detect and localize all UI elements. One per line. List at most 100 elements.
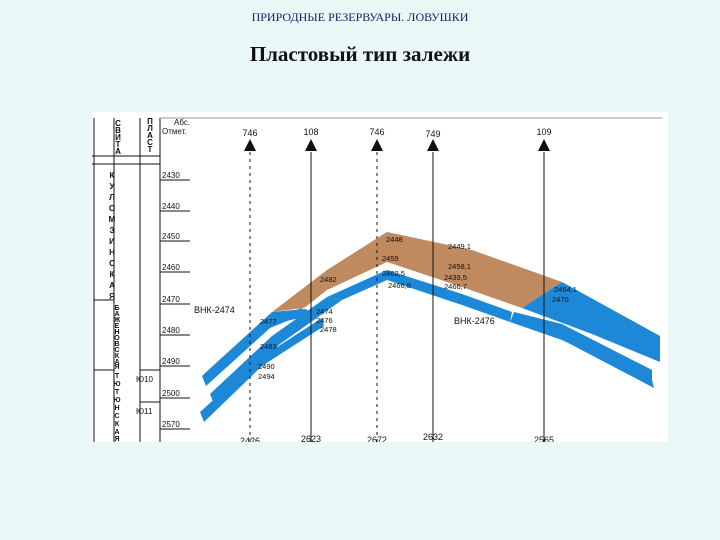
well-depth-bottom-3: 2632 <box>423 432 443 442</box>
suite3-letter-1: Ю <box>113 381 120 388</box>
suite3-letter-2: Т <box>115 389 120 396</box>
depth-tick-2430: 2430 <box>162 171 180 180</box>
suite2-letter-7: С <box>114 347 119 354</box>
depth-tick-2440: 2440 <box>162 202 180 211</box>
water-zone-mid <box>327 270 512 322</box>
water-zone-strip-right <box>572 338 654 388</box>
well-marker-746b <box>371 139 383 151</box>
depth-tick-2460: 2460 <box>162 263 180 272</box>
water-zone-strip-left <box>200 318 324 422</box>
cross-section-diagram: С В И Т А П Л А С Т Абс. Отмет. К У Л О … <box>92 117 662 442</box>
suite1-letter-9: К <box>110 270 115 279</box>
depth-label-w4-0: 2449,1 <box>448 242 471 251</box>
depth-tick-2470: 2470 <box>162 295 180 304</box>
layer-header-1: Л <box>147 124 153 133</box>
suite-header-2: И <box>115 133 121 142</box>
suite2-letter-9: А <box>114 359 119 366</box>
abs-mark-label-0: Абс. <box>174 118 190 127</box>
depth-label-w3-0: 2448 <box>386 235 403 244</box>
well-marker-749 <box>427 139 439 151</box>
layer-header-3: С <box>147 138 153 147</box>
suite2-letter-1: А <box>114 311 119 318</box>
well-number-746a: 746 <box>242 128 257 138</box>
layer-label-ju10: Ю10 <box>136 375 154 384</box>
suite3-letter-5: С <box>114 413 119 420</box>
suite1-letter-3: О <box>109 204 115 213</box>
suite2-letter-10: Я <box>114 364 119 371</box>
depth-label-w2-0: 2474 <box>316 307 333 316</box>
depth-label-w4-1: 2458,1 <box>448 262 471 271</box>
well-depth-bottom-1: 2623 <box>301 434 321 442</box>
suite3-letter-7: А <box>114 429 119 436</box>
stratigraphy-columns <box>92 117 662 442</box>
suite1-letter-10: А <box>109 281 115 290</box>
well-number-109: 109 <box>536 127 551 137</box>
well-markers <box>244 139 550 151</box>
suite1-letter-2: Л <box>109 193 115 202</box>
depth-label-w4-2: 2439,5 <box>444 273 467 282</box>
water-zone-left <box>202 308 304 386</box>
suite2-letter-6: В <box>114 341 119 348</box>
abs-mark-label-1: Отмет. <box>162 127 187 136</box>
depth-label-lower-0: 2483 <box>260 342 277 351</box>
layer-header-0: П <box>147 117 153 126</box>
suite-header-3: Т <box>116 140 121 149</box>
depth-label-w1-1: 2477 <box>260 317 277 326</box>
suite1-letter-8: С <box>109 259 115 268</box>
suite2-letter-5: О <box>114 335 120 342</box>
depth-tick-2480: 2480 <box>162 326 180 335</box>
suite1-letter-4: М <box>109 215 116 224</box>
depth-label-w5-0: 2464,1 <box>554 285 577 294</box>
well-number-749: 749 <box>425 129 440 139</box>
suite3-letter-8: Я <box>114 436 119 442</box>
well-lines <box>249 152 545 442</box>
suite1-letter-6: И <box>109 237 115 246</box>
suite-header-4: А <box>115 147 121 156</box>
depth-label-w5-1: 2470 <box>552 295 569 304</box>
well-depth-bottom-0: 2426 <box>240 436 260 442</box>
oil-zone <box>272 232 562 312</box>
depth-tick-2500: 2500 <box>162 389 180 398</box>
depth-label-w1-0: 2482 <box>320 275 337 284</box>
well-depth-bottom-2: 2672 <box>367 435 387 442</box>
slide-title: Пластовый тип залежи <box>249 42 471 66</box>
depth-label-w3-2: 2462,5 <box>382 269 405 278</box>
depth-label-lower-1: 2490 <box>258 362 275 371</box>
suite2-letter-3: Е <box>115 323 120 330</box>
suite1-letter-0: К <box>110 171 115 180</box>
suite1-letter-5: З <box>109 226 114 235</box>
well-number-108: 108 <box>303 127 318 137</box>
suite2-letter-4: Н <box>114 329 119 336</box>
well-number-746b: 746 <box>369 127 384 137</box>
depth-label-w2-1: 2476 <box>316 316 333 325</box>
suite3-letter-0: Т <box>115 373 120 380</box>
cross-section-figure: С В И Т А П Л А С Т Абс. Отмет. К У Л О … <box>92 112 668 442</box>
depth-tick-2450: 2450 <box>162 232 180 241</box>
well-marker-746a <box>244 139 256 151</box>
layer-label-ju11: Ю11 <box>136 407 153 416</box>
well-marker-109 <box>538 139 550 151</box>
suite3-letter-4: Н <box>114 405 119 412</box>
layer-header-2: А <box>147 131 153 140</box>
suite2-letter-0: Б <box>114 305 119 312</box>
suite3-letter-3: Ю <box>113 397 120 404</box>
depth-label-w3-1: 2459 <box>382 254 399 263</box>
suite1-letter-11: Я <box>109 292 115 301</box>
suite-header-0: С <box>115 119 121 128</box>
suite1-letter-1: У <box>110 182 116 191</box>
depth-label-w4-3: 2466,7 <box>444 282 467 291</box>
depth-tick-2490: 2490 <box>162 357 180 366</box>
layer-header-4: Т <box>148 145 153 154</box>
depth-label-w3-3: 2466,8 <box>388 281 411 290</box>
water-zone-upper-right <box>522 282 660 362</box>
well-depth-bottom-4: 2565 <box>534 435 554 442</box>
contact-label-right: ВНК-2476 <box>454 316 495 326</box>
well-marker-108 <box>305 139 317 151</box>
section-header: ПРИРОДНЫЕ РЕЗЕРВУАРЫ. ЛОВУШКИ <box>251 10 469 24</box>
depth-label-lower-2: 2494 <box>258 372 275 381</box>
suite1-letter-7: Н <box>109 248 115 257</box>
depth-label-w2-2: 2478 <box>320 325 337 334</box>
suite2-letter-8: К <box>115 353 120 360</box>
suite-header-1: В <box>115 126 121 135</box>
suite3-letter-6: К <box>115 421 120 428</box>
